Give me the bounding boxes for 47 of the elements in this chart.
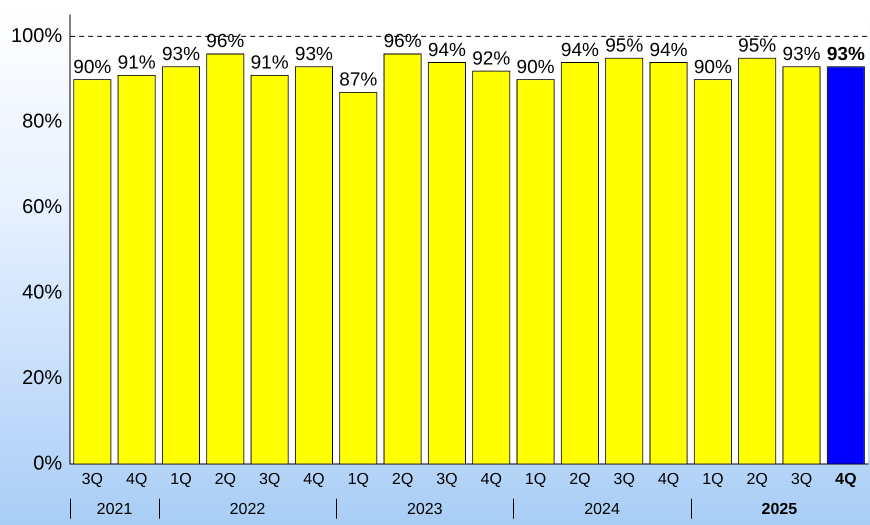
data-label: 87% [339, 70, 378, 91]
data-label: 92% [472, 48, 510, 70]
x-tick-label: 3Q [790, 470, 812, 488]
x-tick-label: 1Q [170, 470, 192, 488]
text: 2025 [762, 501, 798, 518]
y-tick-label: 100% [10, 24, 62, 47]
data-label: 93% [782, 44, 821, 66]
x-tick-label: 4Q [835, 470, 857, 488]
data-label: 93% [826, 44, 865, 66]
data-label: 94% [428, 40, 466, 61]
data-label: 93% [294, 44, 334, 66]
x-tick-label: 3Q [82, 470, 103, 488]
x-tick-label: 2Q [569, 470, 591, 488]
x-tick-label: 3Q [258, 470, 280, 488]
x-tick-label: 3Q [436, 470, 458, 488]
x-tick-label: 4Q [658, 470, 680, 488]
data-label: 96% [206, 31, 244, 52]
data-label: 95% [738, 35, 776, 56]
x-tick-label: 1Q [348, 470, 369, 488]
x-tick-label: 3Q [614, 470, 635, 488]
x-tick-label: 2Q [746, 470, 768, 488]
text: 2022 [230, 501, 266, 518]
y-tick-label: 20% [22, 366, 62, 389]
x-tick-label: 2Q [392, 470, 414, 488]
text: 2021 [96, 501, 132, 518]
y-tick-label: 40% [22, 281, 62, 304]
x-tick-label: 4Q [303, 470, 325, 488]
data-label: 93% [162, 44, 200, 66]
text: 2023 [406, 501, 443, 518]
x-tick-label: 1Q [702, 470, 724, 488]
y-tick-label: 60% [22, 196, 62, 218]
data-label: 90% [694, 56, 732, 78]
data-label: 95% [605, 35, 644, 56]
x-tick-label: 4Q [126, 470, 148, 488]
x-tick-label: 2Q [214, 470, 236, 488]
data-label: 91% [250, 52, 289, 74]
data-label: 94% [560, 40, 600, 61]
data-label: 90% [73, 56, 112, 78]
data-label: 94% [650, 40, 688, 61]
data-label: 91% [118, 52, 156, 74]
data-label: 96% [384, 31, 422, 52]
x-tick-label: 4Q [480, 470, 502, 488]
x-tick-label: 1Q [524, 470, 546, 488]
text: 2024 [584, 501, 620, 518]
y-tick-label: 80% [22, 110, 62, 132]
y-tick-label: 0% [33, 452, 62, 474]
data-label: 90% [516, 56, 555, 78]
